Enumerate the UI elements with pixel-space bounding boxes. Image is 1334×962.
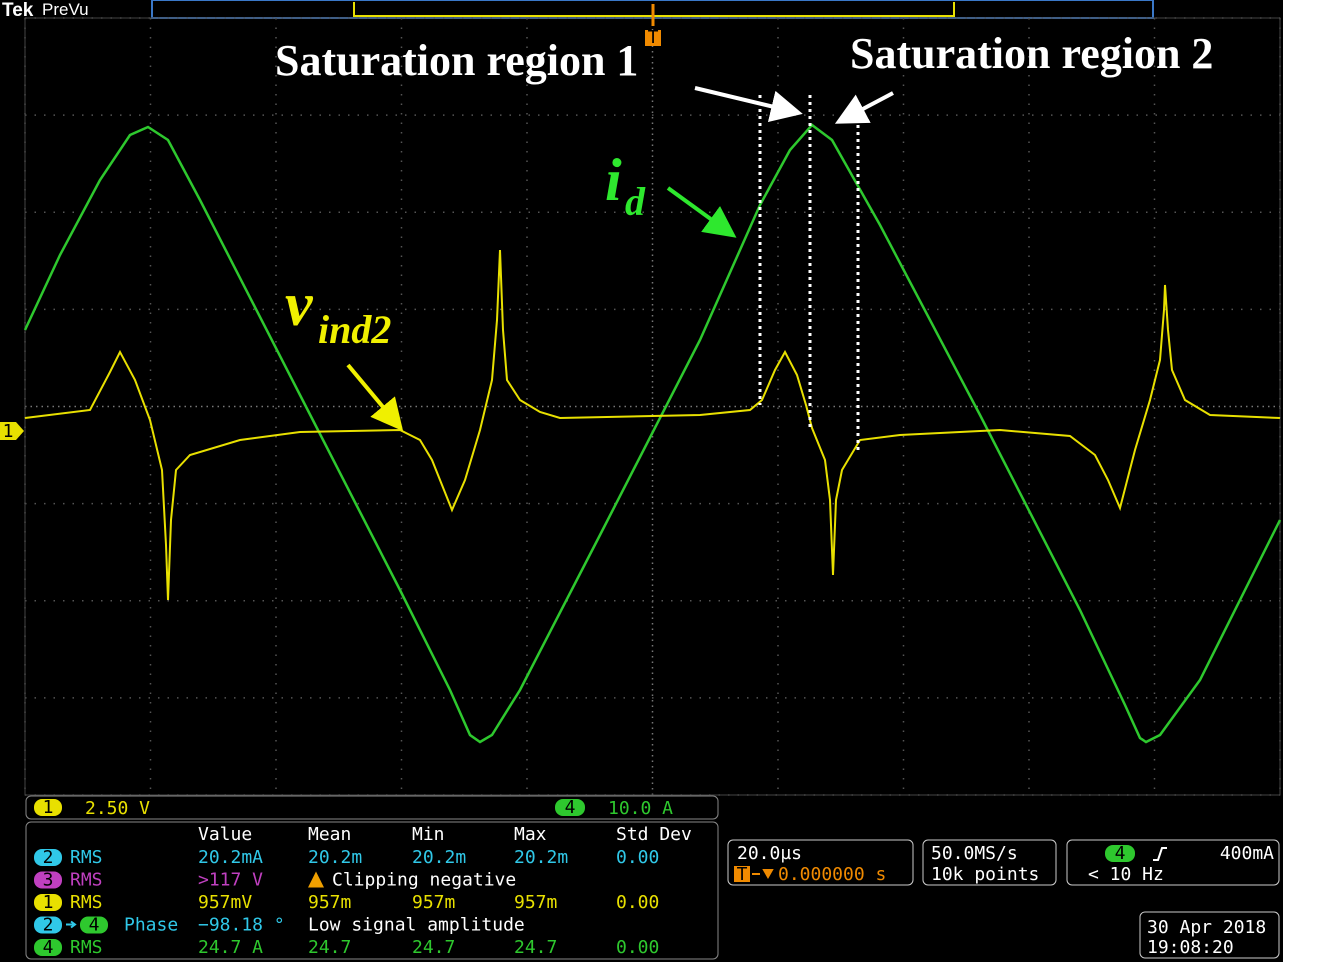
measurement-panel — [25, 821, 719, 960]
channel-bar — [25, 795, 719, 820]
ch1-badge: 1 — [43, 797, 54, 818]
time-scale: 20.0µs — [737, 843, 802, 864]
ch4-badge: 4 — [565, 797, 576, 818]
badge — [555, 799, 585, 816]
measurement-type: RMS — [70, 847, 103, 868]
arrow — [666, 186, 737, 238]
channel-marker: 1 — [3, 421, 14, 442]
measurement-value: 0.00 — [616, 937, 659, 958]
current-symbol: i — [605, 147, 622, 213]
trigger-level: 400mA — [1220, 843, 1274, 864]
target-badge: 4 — [89, 915, 100, 936]
source-badge: 3 — [43, 870, 54, 891]
measurement-value: 24.7 A — [198, 937, 263, 958]
badge — [34, 871, 62, 889]
sample-rate: 50.0MS/s — [931, 843, 1018, 864]
trigger-badge: T — [737, 864, 748, 885]
source-badge: 1 — [43, 892, 54, 913]
channel-1-waveform — [24, 249, 1281, 601]
badge — [80, 916, 108, 934]
horizontal-box — [727, 839, 914, 886]
measurement-type: RMS — [70, 870, 103, 891]
warning-text: Low signal amplitude — [308, 915, 525, 936]
measurement-value: 957mV — [198, 892, 252, 913]
column-header: Mean — [308, 824, 351, 845]
column-header: Value — [198, 824, 252, 845]
measurement-value: 20.2m — [308, 847, 362, 868]
saturation-markers — [758, 95, 860, 450]
annotation: Saturation region 2 — [850, 29, 1213, 78]
measurement-type: Phase — [124, 915, 178, 936]
acquisition-box — [922, 839, 1057, 886]
measurement-value: 20.2m — [514, 847, 568, 868]
badge — [34, 799, 62, 816]
measurement-value: 0.00 — [616, 892, 659, 913]
record-length: 10k points — [931, 864, 1039, 885]
measurement-value: 957m — [308, 892, 351, 913]
trigger-marker-box — [645, 30, 661, 46]
measurement-value: 24.7 — [412, 937, 455, 958]
mode: PreVu — [42, 0, 89, 19]
measurement-value: 957m — [412, 892, 455, 913]
arrow — [346, 363, 404, 432]
arrow — [834, 91, 894, 124]
timestamp-box — [1139, 911, 1280, 959]
badge — [734, 866, 750, 882]
column-header: Std Dev — [616, 824, 692, 845]
voltage-subscript: ind2 — [318, 307, 391, 352]
warning-icon — [308, 871, 324, 888]
badge — [34, 916, 62, 934]
time: 19:08:20 — [1147, 937, 1234, 958]
column-header: Min — [412, 824, 445, 845]
measurement-value: 0.00 — [616, 847, 659, 868]
trigger-marker: T — [648, 27, 659, 48]
badge — [34, 894, 62, 911]
measurement-value: 20.2m — [412, 847, 466, 868]
ch4-scale: 10.0 A — [608, 798, 673, 819]
position-arrow — [752, 869, 774, 880]
badge — [34, 939, 62, 956]
trigger-source: 4 — [1115, 843, 1126, 864]
graticule — [24, 17, 1281, 796]
measurement-value: 24.7 — [308, 937, 351, 958]
measurement-type: RMS — [70, 937, 103, 958]
measurement-value: 957m — [514, 892, 557, 913]
column-header: Max — [514, 824, 547, 845]
source-badge: 4 — [43, 937, 54, 958]
channel-marker-shape — [0, 422, 24, 440]
source-badge: 2 — [43, 847, 54, 868]
ch1-scale: 2.50 V — [85, 798, 150, 819]
trigger-frequency: < 10 Hz — [1088, 864, 1164, 885]
voltage-symbol: v — [285, 271, 314, 339]
badge — [1105, 845, 1135, 862]
trigger-position: 0.000000 s — [778, 864, 886, 885]
warning-text: Clipping negative — [332, 870, 516, 891]
slope-icon — [1153, 847, 1167, 861]
annotation: Saturation region 1 — [275, 36, 638, 85]
badge — [34, 849, 62, 866]
channel-4-waveform — [23, 123, 1282, 744]
current-subscript: d — [625, 179, 646, 224]
arrow — [694, 86, 803, 122]
arrow-icon — [66, 920, 77, 929]
measurement-value: −98.18 ° — [198, 915, 285, 936]
measurement-value: >117 V — [198, 870, 263, 891]
brand: Tek — [2, 0, 34, 21]
source-badge: 2 — [43, 915, 54, 936]
measurement-value: 24.7 — [514, 937, 557, 958]
measurement-value: 20.2mA — [198, 847, 263, 868]
date: 30 Apr 2018 — [1147, 917, 1266, 938]
measurement-type: RMS — [70, 892, 103, 913]
